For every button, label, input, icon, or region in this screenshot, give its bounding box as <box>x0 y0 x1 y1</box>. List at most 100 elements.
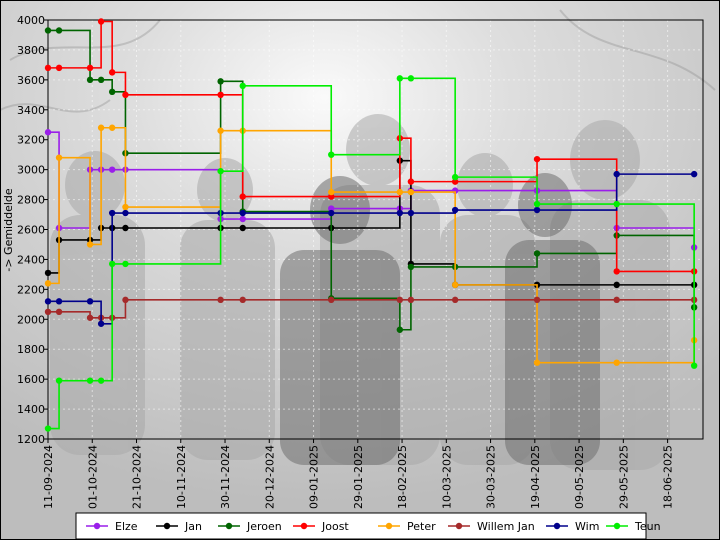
legend-marker <box>385 522 393 530</box>
data-point <box>533 155 541 163</box>
legend: Elze Jan Jeroen Joost Peter Willem Jan Wim Teun <box>75 512 661 540</box>
y-tick-label: 2600 <box>17 224 45 237</box>
data-point <box>44 27 52 34</box>
y-tick-label: 3200 <box>17 134 45 147</box>
data-point <box>407 188 415 196</box>
x-tick-label: 30-11-2024 <box>219 445 232 509</box>
y-tick-label: 3000 <box>17 164 45 177</box>
data-point <box>451 173 459 181</box>
legend-label: Jan <box>184 520 202 533</box>
data-point <box>55 377 63 384</box>
x-tick-label: 09-01-2025 <box>308 445 321 509</box>
legend-item: Jeroen <box>218 520 282 533</box>
x-tick-label: 21-10-2024 <box>131 445 144 509</box>
data-point <box>44 308 52 316</box>
data-point <box>97 76 105 84</box>
data-point <box>55 298 63 305</box>
y-tick-label: 1600 <box>17 373 45 386</box>
data-point <box>396 326 404 333</box>
legend-label: Wim <box>575 520 599 533</box>
data-point <box>122 296 129 304</box>
legend-item: Teun <box>606 520 661 533</box>
data-point <box>44 298 52 305</box>
data-point <box>108 69 116 76</box>
data-point <box>86 76 94 84</box>
data-point <box>44 129 52 136</box>
data-point <box>239 193 246 200</box>
data-point <box>122 224 129 232</box>
data-point <box>239 224 246 232</box>
data-point <box>328 296 335 304</box>
data-point <box>122 260 129 268</box>
data-point <box>239 215 246 223</box>
x-tick-label: 19-04-2025 <box>529 445 542 509</box>
data-point <box>217 167 224 175</box>
legend-marker <box>553 522 561 530</box>
data-point <box>108 209 116 217</box>
data-point <box>44 269 52 277</box>
legend-marker <box>93 522 101 530</box>
data-point <box>217 91 224 99</box>
data-point <box>97 18 105 25</box>
data-point <box>690 362 698 369</box>
x-tick-label: 18-02-2025 <box>396 445 409 509</box>
legend-marker <box>225 522 233 530</box>
data-point <box>407 296 415 304</box>
data-point <box>44 425 52 432</box>
x-tick-label: 09-05-2025 <box>573 445 586 509</box>
data-point <box>328 205 335 212</box>
data-point <box>613 268 620 275</box>
x-tick-label: 10-03-2025 <box>440 445 453 509</box>
data-point <box>44 64 52 72</box>
data-point <box>690 170 698 178</box>
legend-label: Jeroen <box>246 520 282 533</box>
data-point <box>239 296 246 304</box>
y-tick-label: 3800 <box>17 44 45 57</box>
data-point <box>613 359 620 366</box>
series-joost <box>44 18 698 275</box>
data-point <box>86 298 94 305</box>
data-point <box>533 206 541 214</box>
y-tick-label: 3400 <box>17 104 45 117</box>
legend-marker <box>455 522 463 530</box>
data-point <box>407 263 415 271</box>
data-point <box>55 27 63 34</box>
series-wim <box>44 170 698 327</box>
data-point <box>396 188 404 196</box>
legend-label: Elze <box>115 520 138 533</box>
legend-marker <box>613 522 621 530</box>
legend-marker <box>300 522 308 530</box>
x-tick-label: 10-11-2024 <box>175 445 188 509</box>
data-point <box>451 206 459 214</box>
legend-item: Peter <box>378 520 436 533</box>
data-point <box>396 75 404 82</box>
data-point <box>613 281 620 289</box>
data-point <box>97 124 105 131</box>
data-point <box>55 154 63 161</box>
data-point <box>613 296 620 304</box>
data-point <box>86 241 94 248</box>
y-tick-label: 4000 <box>17 14 45 27</box>
data-point <box>44 280 52 287</box>
data-point <box>613 170 620 178</box>
data-point <box>108 166 116 173</box>
data-point <box>122 203 129 211</box>
data-point <box>97 377 105 384</box>
x-tick-label: 01-10-2024 <box>86 445 99 509</box>
y-axis-label: -> Gemiddelde <box>2 188 15 272</box>
data-point <box>239 82 246 90</box>
x-tick-label: 11-09-2024 <box>42 445 55 509</box>
data-point <box>451 281 459 289</box>
data-point <box>533 296 541 304</box>
x-tick-label: 18-06-2025 <box>662 445 675 509</box>
plot-frame <box>47 19 704 440</box>
legend-label: Peter <box>407 520 436 533</box>
x-tick-label: 30-03-2025 <box>485 445 498 509</box>
data-point <box>86 377 94 384</box>
data-point <box>86 314 94 321</box>
legend-marker <box>163 522 171 530</box>
data-point <box>239 209 246 217</box>
data-point <box>396 209 404 217</box>
data-point <box>451 178 459 185</box>
x-tick-label: 29-05-2025 <box>617 445 630 509</box>
